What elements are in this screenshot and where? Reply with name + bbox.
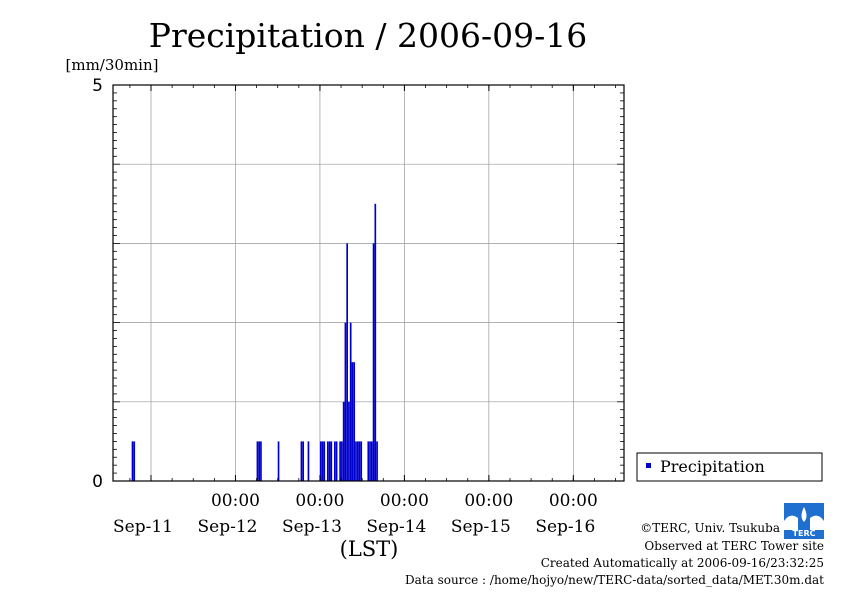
credit-site: Observed at TERC Tower site	[644, 539, 824, 553]
x-tick-date-label: Sep-14	[366, 517, 426, 537]
precipitation-bar	[321, 441, 324, 481]
y-axis-unit-label: [mm/30min]	[66, 56, 159, 74]
credit-source: Data source : /home/hojyo/new/TERC-data/…	[405, 573, 824, 587]
legend: Precipitation	[636, 452, 823, 482]
x-tick-time-label: 00:00	[295, 491, 344, 511]
precipitation-bar	[356, 441, 359, 481]
precipitation-bar	[323, 441, 326, 481]
x-tick-date-label: Sep-12	[197, 517, 257, 537]
precipitation-bar	[342, 401, 345, 481]
x-tick-date-label: Sep-13	[282, 517, 342, 537]
precipitation-bar	[355, 441, 357, 481]
axis-ticks	[113, 84, 624, 482]
precipitation-bar	[326, 441, 329, 481]
precipitation-bar	[330, 441, 333, 481]
x-tick-date-label: Sep-16	[535, 517, 595, 537]
precipitation-bar	[339, 441, 341, 481]
x-tick-time-label: 00:00	[380, 491, 429, 511]
x-tick-time-label: 00:00	[464, 491, 513, 511]
precipitation-bar	[277, 441, 280, 481]
precipitation-bar	[341, 441, 343, 481]
precipitation-bar	[334, 441, 336, 481]
credit-copyright: ©TERC, Univ. Tsukuba	[640, 521, 780, 535]
legend-box	[636, 452, 823, 482]
legend-swatch	[646, 463, 651, 468]
precipitation-bars	[131, 203, 378, 482]
x-tick-labels: 00:00 00:00 00:00 00:00 00:00 Sep-11 Sep-12 Sep…	[113, 491, 598, 537]
chart-title: Precipitation / 2006-09-16	[149, 16, 587, 55]
precipitation-bar	[302, 441, 305, 481]
precipitation-bar	[307, 441, 310, 481]
precipitation-bar	[346, 243, 349, 481]
precipitation-bar	[344, 322, 347, 481]
precipitation-bar	[256, 441, 259, 481]
credit-created: Created Automatically at 2006-09-16/23:3…	[541, 556, 824, 570]
precipitation-bar	[372, 243, 375, 481]
x-axis-label: (LST)	[340, 537, 399, 561]
precipitation-bar	[348, 401, 350, 481]
precipitation-bar	[367, 441, 370, 481]
x-tick-date-label: Sep-15	[451, 517, 511, 537]
precipitation-bar	[358, 441, 361, 481]
x-tick-date-label: Sep-11	[113, 517, 173, 537]
precipitation-bar	[376, 441, 378, 481]
x-tick-time-label: 00:00	[211, 491, 260, 511]
terc-logo: TERC	[784, 503, 824, 539]
plot-frame	[112, 84, 625, 482]
precipitation-bar	[374, 203, 377, 482]
precipitation-bar	[328, 441, 331, 481]
water-drop-icon	[801, 507, 807, 522]
precipitation-bar	[258, 441, 261, 481]
precipitation-bar	[335, 441, 338, 481]
precipitation-bar	[353, 362, 356, 481]
x-tick-time-label: 00:00	[549, 491, 598, 511]
y-tick-label-max: 5	[92, 76, 103, 96]
precipitation-bar	[360, 441, 363, 481]
precipitation-bar	[370, 441, 373, 481]
precipitation-bar	[300, 441, 303, 481]
logo-text: TERC	[793, 529, 816, 538]
precipitation-bar	[131, 441, 134, 481]
precipitation-bar	[369, 441, 371, 481]
precipitation-bar	[260, 441, 262, 481]
precipitation-bar	[349, 322, 352, 481]
y-tick-label-min: 0	[92, 472, 103, 492]
precipitation-bar	[319, 441, 322, 481]
precipitation-bar	[351, 362, 354, 481]
precipitation-bar	[133, 441, 136, 481]
legend-label: Precipitation	[660, 457, 765, 476]
gridlines	[113, 85, 624, 481]
